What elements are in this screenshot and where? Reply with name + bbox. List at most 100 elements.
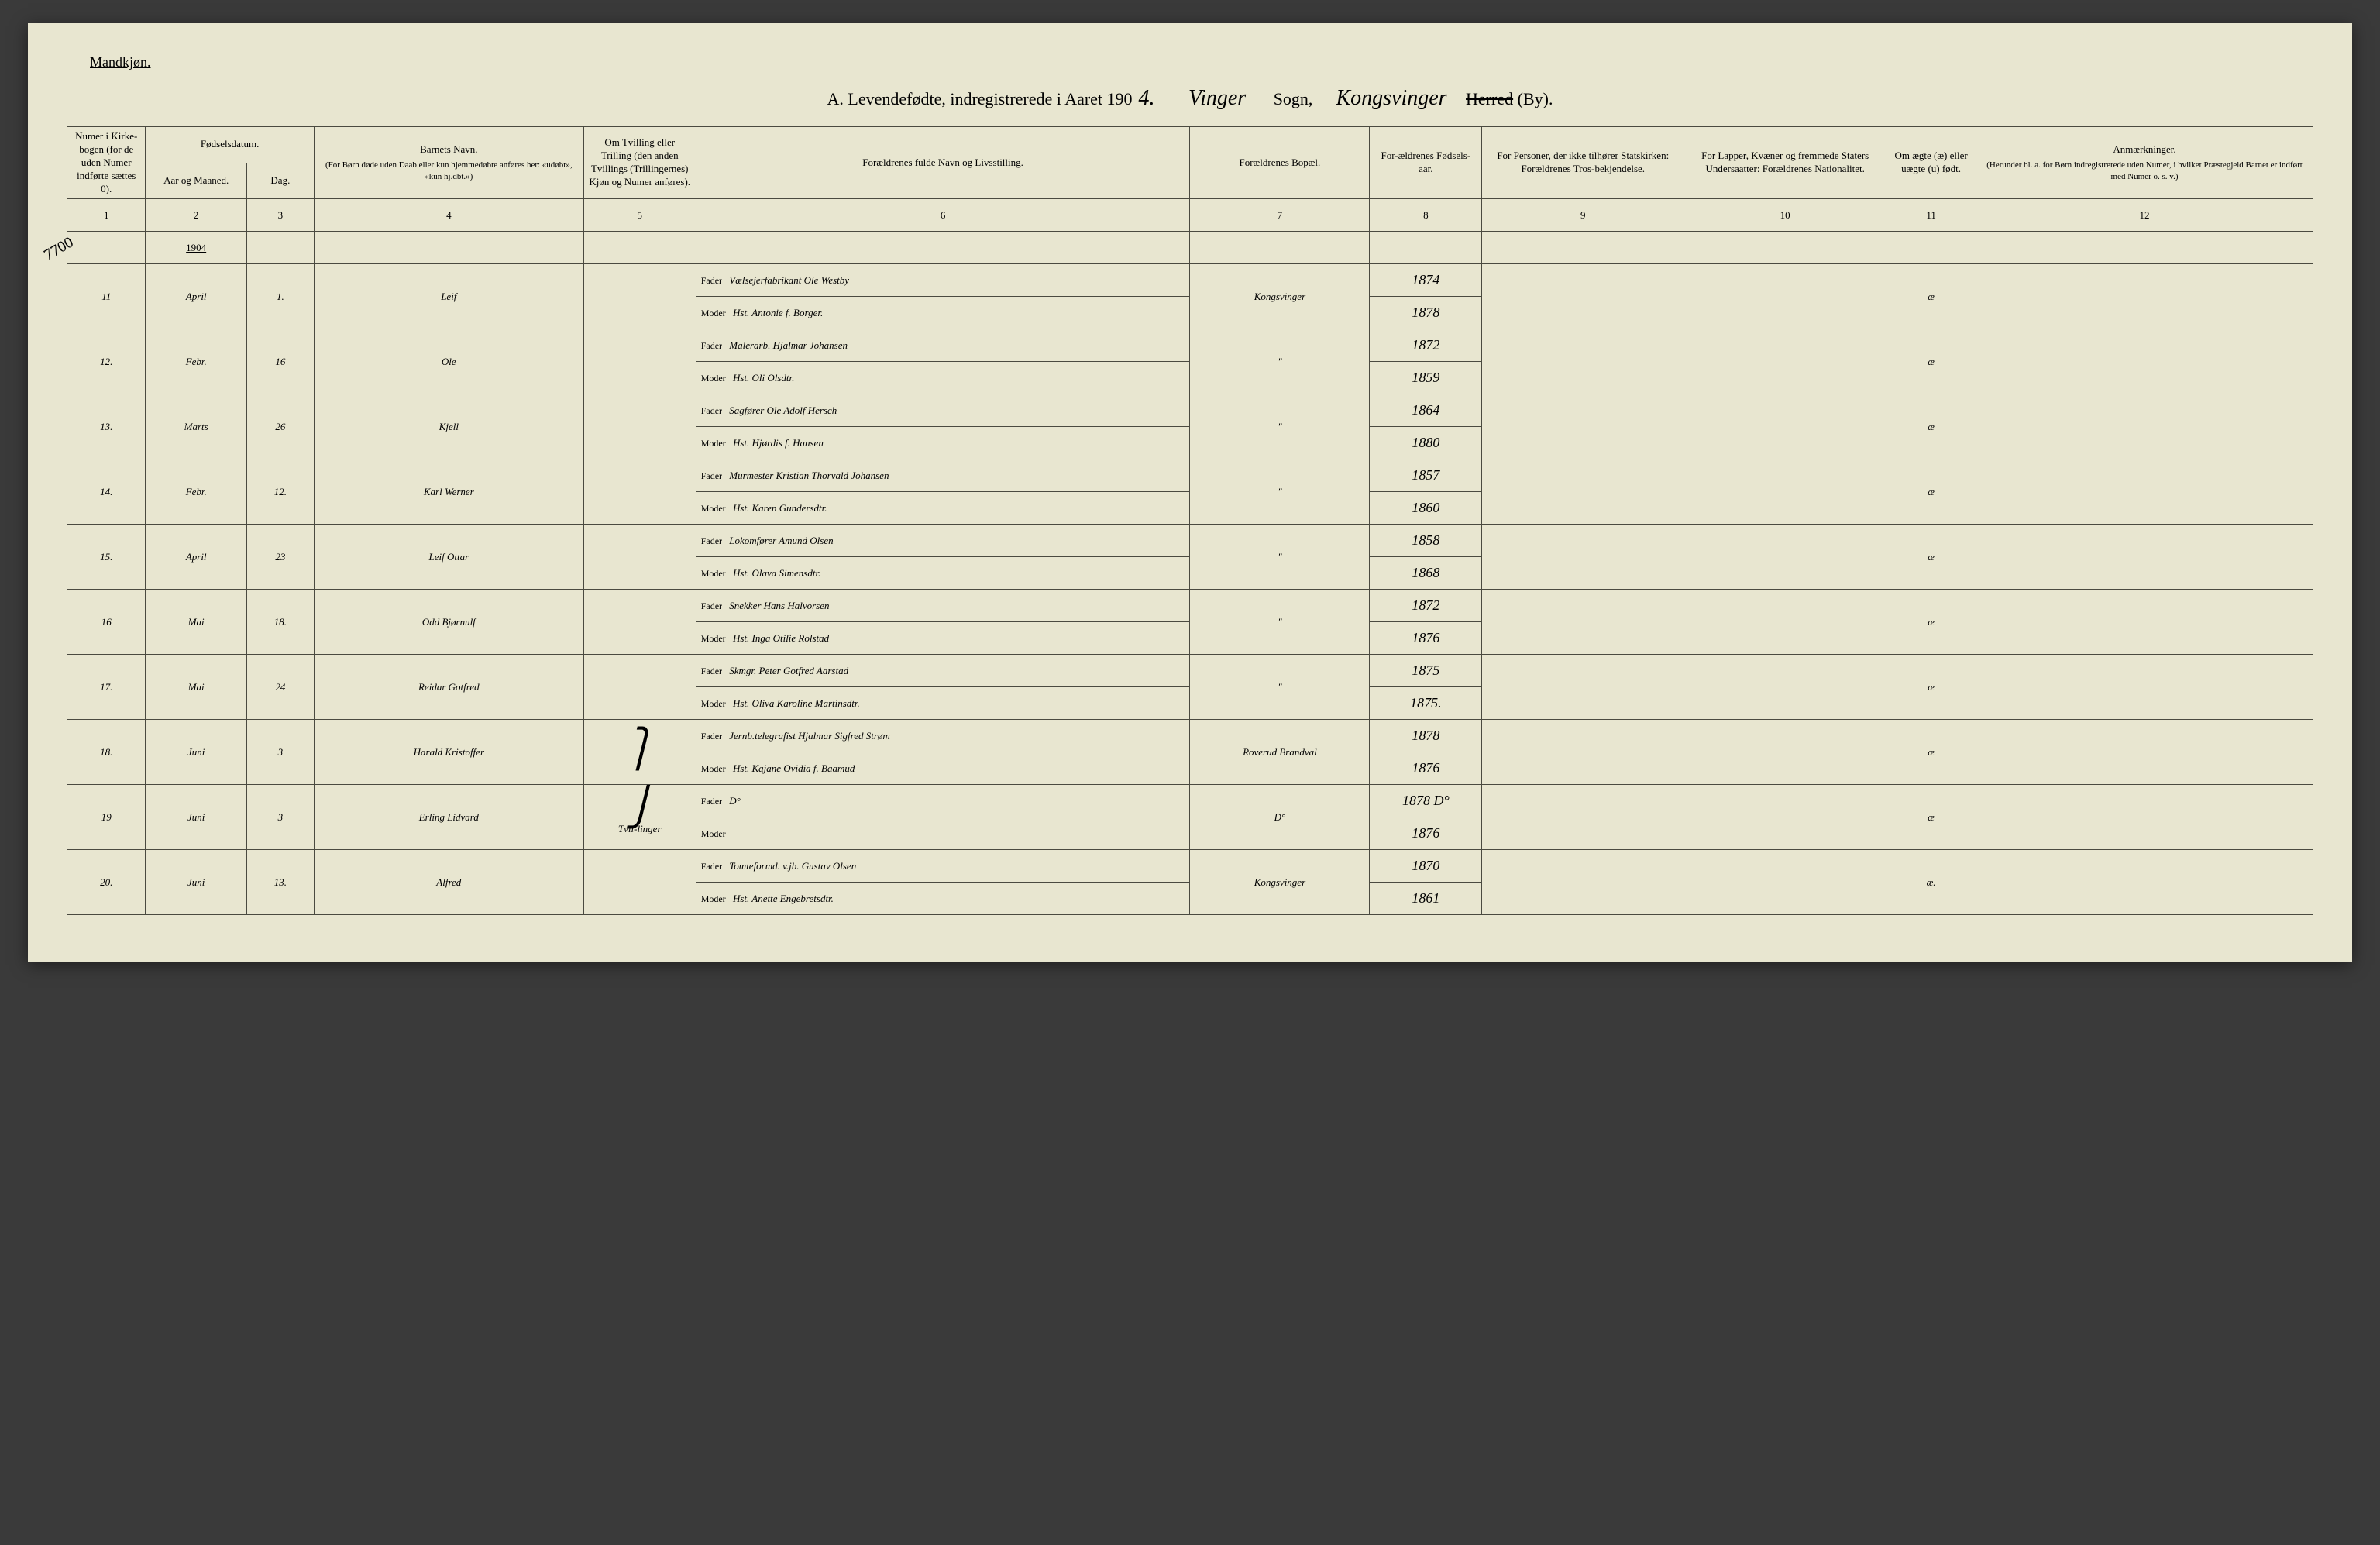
confession bbox=[1482, 720, 1684, 785]
father-line: Fader Sagfører Ole Adolf Hersch bbox=[696, 394, 1190, 427]
father-line: Fader Tomteformd. v.jb. Gustav Olsen bbox=[696, 850, 1190, 883]
confession bbox=[1482, 785, 1684, 850]
mother-line: Moder Hst. Oliva Karoline Martinsdtr. bbox=[696, 687, 1190, 720]
confession bbox=[1482, 459, 1684, 525]
father-line: Fader Vælsejerfabrikant Ole Westby bbox=[696, 264, 1190, 297]
twin-cell bbox=[583, 264, 696, 329]
mother-line: Moder Hst. Antonie f. Borger. bbox=[696, 297, 1190, 329]
child-name: Kjell bbox=[314, 394, 583, 459]
day: 24 bbox=[246, 655, 314, 720]
col-aar-maaned: Aar og Maaned. bbox=[146, 163, 246, 199]
heading-year-digit: 4. bbox=[1133, 86, 1161, 110]
heading-parish: Vinger bbox=[1182, 86, 1252, 110]
month: Juni bbox=[146, 785, 246, 850]
colnum: 9 bbox=[1482, 199, 1684, 232]
entry-number: 16 bbox=[67, 590, 146, 655]
fader-line bbox=[696, 232, 1190, 264]
empty bbox=[1482, 232, 1684, 264]
month: Marts bbox=[146, 394, 246, 459]
day: 26 bbox=[246, 394, 314, 459]
nationality bbox=[1684, 785, 1886, 850]
father-line: Fader D° bbox=[696, 785, 1190, 817]
residence: " bbox=[1190, 590, 1370, 655]
nationality bbox=[1684, 329, 1886, 394]
residence: Kongsvinger bbox=[1190, 264, 1370, 329]
remarks bbox=[1976, 264, 2313, 329]
colnum: 12 bbox=[1976, 199, 2313, 232]
col-tvilling: Om Tvilling eller Trilling (den anden Tv… bbox=[583, 127, 696, 199]
day: 12. bbox=[246, 459, 314, 525]
father-birthyear: 1872 bbox=[1370, 590, 1482, 622]
empty bbox=[314, 232, 583, 264]
year-cell: 1904 bbox=[146, 232, 246, 264]
father-birthyear: 1870 bbox=[1370, 850, 1482, 883]
gender-label: Mandkjøn. bbox=[90, 54, 2313, 71]
mother-birthyear: 1876 bbox=[1370, 817, 1482, 850]
mother-line: Moder bbox=[696, 817, 1190, 850]
heading-sogn: Sogn, bbox=[1274, 89, 1313, 108]
twin-cell bbox=[583, 525, 696, 590]
empty bbox=[1370, 232, 1482, 264]
month: Febr. bbox=[146, 459, 246, 525]
twin-cell bbox=[583, 459, 696, 525]
empty bbox=[583, 232, 696, 264]
nationality bbox=[1684, 525, 1886, 590]
day: 3 bbox=[246, 720, 314, 785]
confession bbox=[1482, 850, 1684, 915]
col-dag: Dag. bbox=[246, 163, 314, 199]
table-body: 1904 11April1.LeifFader Vælsejerfabrikan… bbox=[67, 232, 2313, 915]
entry-number: 17. bbox=[67, 655, 146, 720]
child-name: Harald Kristoffer bbox=[314, 720, 583, 785]
day: 3 bbox=[246, 785, 314, 850]
twin-cell bbox=[583, 590, 696, 655]
column-number-row: 1 2 3 4 5 6 7 8 9 10 11 12 bbox=[67, 199, 2313, 232]
father-birthyear: 1878 bbox=[1370, 720, 1482, 752]
child-name: Karl Werner bbox=[314, 459, 583, 525]
col-trosbekj: For Personer, der ikke tilhører Statskir… bbox=[1482, 127, 1684, 199]
mother-birthyear: 1876 bbox=[1370, 752, 1482, 785]
remarks bbox=[1976, 590, 2313, 655]
nationality bbox=[1684, 850, 1886, 915]
remarks bbox=[1976, 785, 2313, 850]
colnum: 2 bbox=[146, 199, 246, 232]
colnum: 5 bbox=[583, 199, 696, 232]
father-line: Fader Murmester Kristian Thorvald Johans… bbox=[696, 459, 1190, 492]
entry-number: 14. bbox=[67, 459, 146, 525]
col-foreldre-navn: Forældrenes fulde Navn og Livsstilling. bbox=[696, 127, 1190, 199]
residence: Roverud Brandval bbox=[1190, 720, 1370, 785]
colnum: 7 bbox=[1190, 199, 1370, 232]
day: 23 bbox=[246, 525, 314, 590]
father-line: Fader Snekker Hans Halvorsen bbox=[696, 590, 1190, 622]
confession bbox=[1482, 590, 1684, 655]
colnum: 11 bbox=[1886, 199, 1976, 232]
day: 1. bbox=[246, 264, 314, 329]
table-row: 17.Mai24Reidar GotfredFader Skmgr. Peter… bbox=[67, 655, 2313, 687]
father-birthyear: 1857 bbox=[1370, 459, 1482, 492]
legitimacy: æ bbox=[1886, 720, 1976, 785]
legitimacy: æ bbox=[1886, 264, 1976, 329]
legitimacy: æ bbox=[1886, 394, 1976, 459]
col-fodselsdatum: Fødselsdatum. bbox=[146, 127, 314, 163]
heading-by: (By). bbox=[1518, 89, 1553, 108]
colnum: 3 bbox=[246, 199, 314, 232]
nationality bbox=[1684, 720, 1886, 785]
col-anmaerkninger: Anmærkninger. (Herunder bl. a. for Børn … bbox=[1976, 127, 2313, 199]
entry-number: 13. bbox=[67, 394, 146, 459]
child-name: Erling Lidvard bbox=[314, 785, 583, 850]
mother-line: Moder Hst. Inga Otilie Rolstad bbox=[696, 622, 1190, 655]
confession bbox=[1482, 264, 1684, 329]
table-row: 19Juni3Erling Lidvard⎭Tvil-lingerFader D… bbox=[67, 785, 2313, 817]
col-barnets-navn-sub: (For Børn døde uden Daab eller kun hjemm… bbox=[319, 160, 579, 182]
father-line: Fader Lokomfører Amund Olsen bbox=[696, 525, 1190, 557]
mother-line: Moder Hst. Oli Olsdtr. bbox=[696, 362, 1190, 394]
residence: Kongsvinger bbox=[1190, 850, 1370, 915]
table-row: 14.Febr.12.Karl WernerFader Murmester Kr… bbox=[67, 459, 2313, 492]
residence: " bbox=[1190, 459, 1370, 525]
empty bbox=[1886, 232, 1976, 264]
month: April bbox=[146, 264, 246, 329]
residence: " bbox=[1190, 329, 1370, 394]
father-birthyear: 1878 D° bbox=[1370, 785, 1482, 817]
heading: A. Levendefødte, indregistrerede i Aaret… bbox=[67, 86, 2313, 111]
nationality bbox=[1684, 459, 1886, 525]
child-name: Odd Bjørnulf bbox=[314, 590, 583, 655]
